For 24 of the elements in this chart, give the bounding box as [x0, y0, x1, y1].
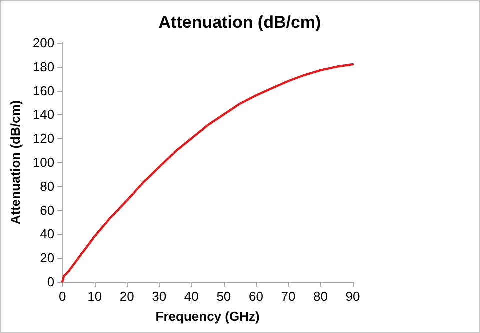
- x-tick-label: 90: [346, 289, 360, 304]
- y-tick-label: 0: [47, 274, 55, 290]
- y-tick-label: 160: [32, 83, 55, 98]
- y-tick-label: 20: [40, 250, 55, 266]
- y-tick-label: 60: [40, 202, 55, 218]
- y-tick-label: 120: [32, 131, 55, 146]
- chart-title: Attenuation (dB/cm): [158, 13, 322, 32]
- x-tick-label: 80: [314, 289, 328, 304]
- x-tick-label: 50: [216, 289, 232, 304]
- y-tick-label: 200: [32, 36, 55, 50]
- x-tick-label: 30: [152, 289, 167, 304]
- x-tick-label: 60: [248, 289, 264, 304]
- x-tick-label: 0: [58, 289, 66, 304]
- y-tick-label: 140: [32, 107, 55, 122]
- y-tick-label: 80: [40, 178, 55, 194]
- x-tick-label: 10: [88, 289, 102, 304]
- y-tick-label: 100: [32, 155, 55, 170]
- x-tick-label: 70: [281, 289, 296, 304]
- y-axis-title: Attenuation (dB/cm): [8, 100, 23, 225]
- x-axis-title: Frequency (GHz): [156, 309, 260, 324]
- x-tick-label: 40: [184, 289, 199, 304]
- y-tick-label: 180: [32, 59, 55, 74]
- x-tick-label: 20: [120, 289, 134, 304]
- y-tick-label: 40: [40, 226, 55, 242]
